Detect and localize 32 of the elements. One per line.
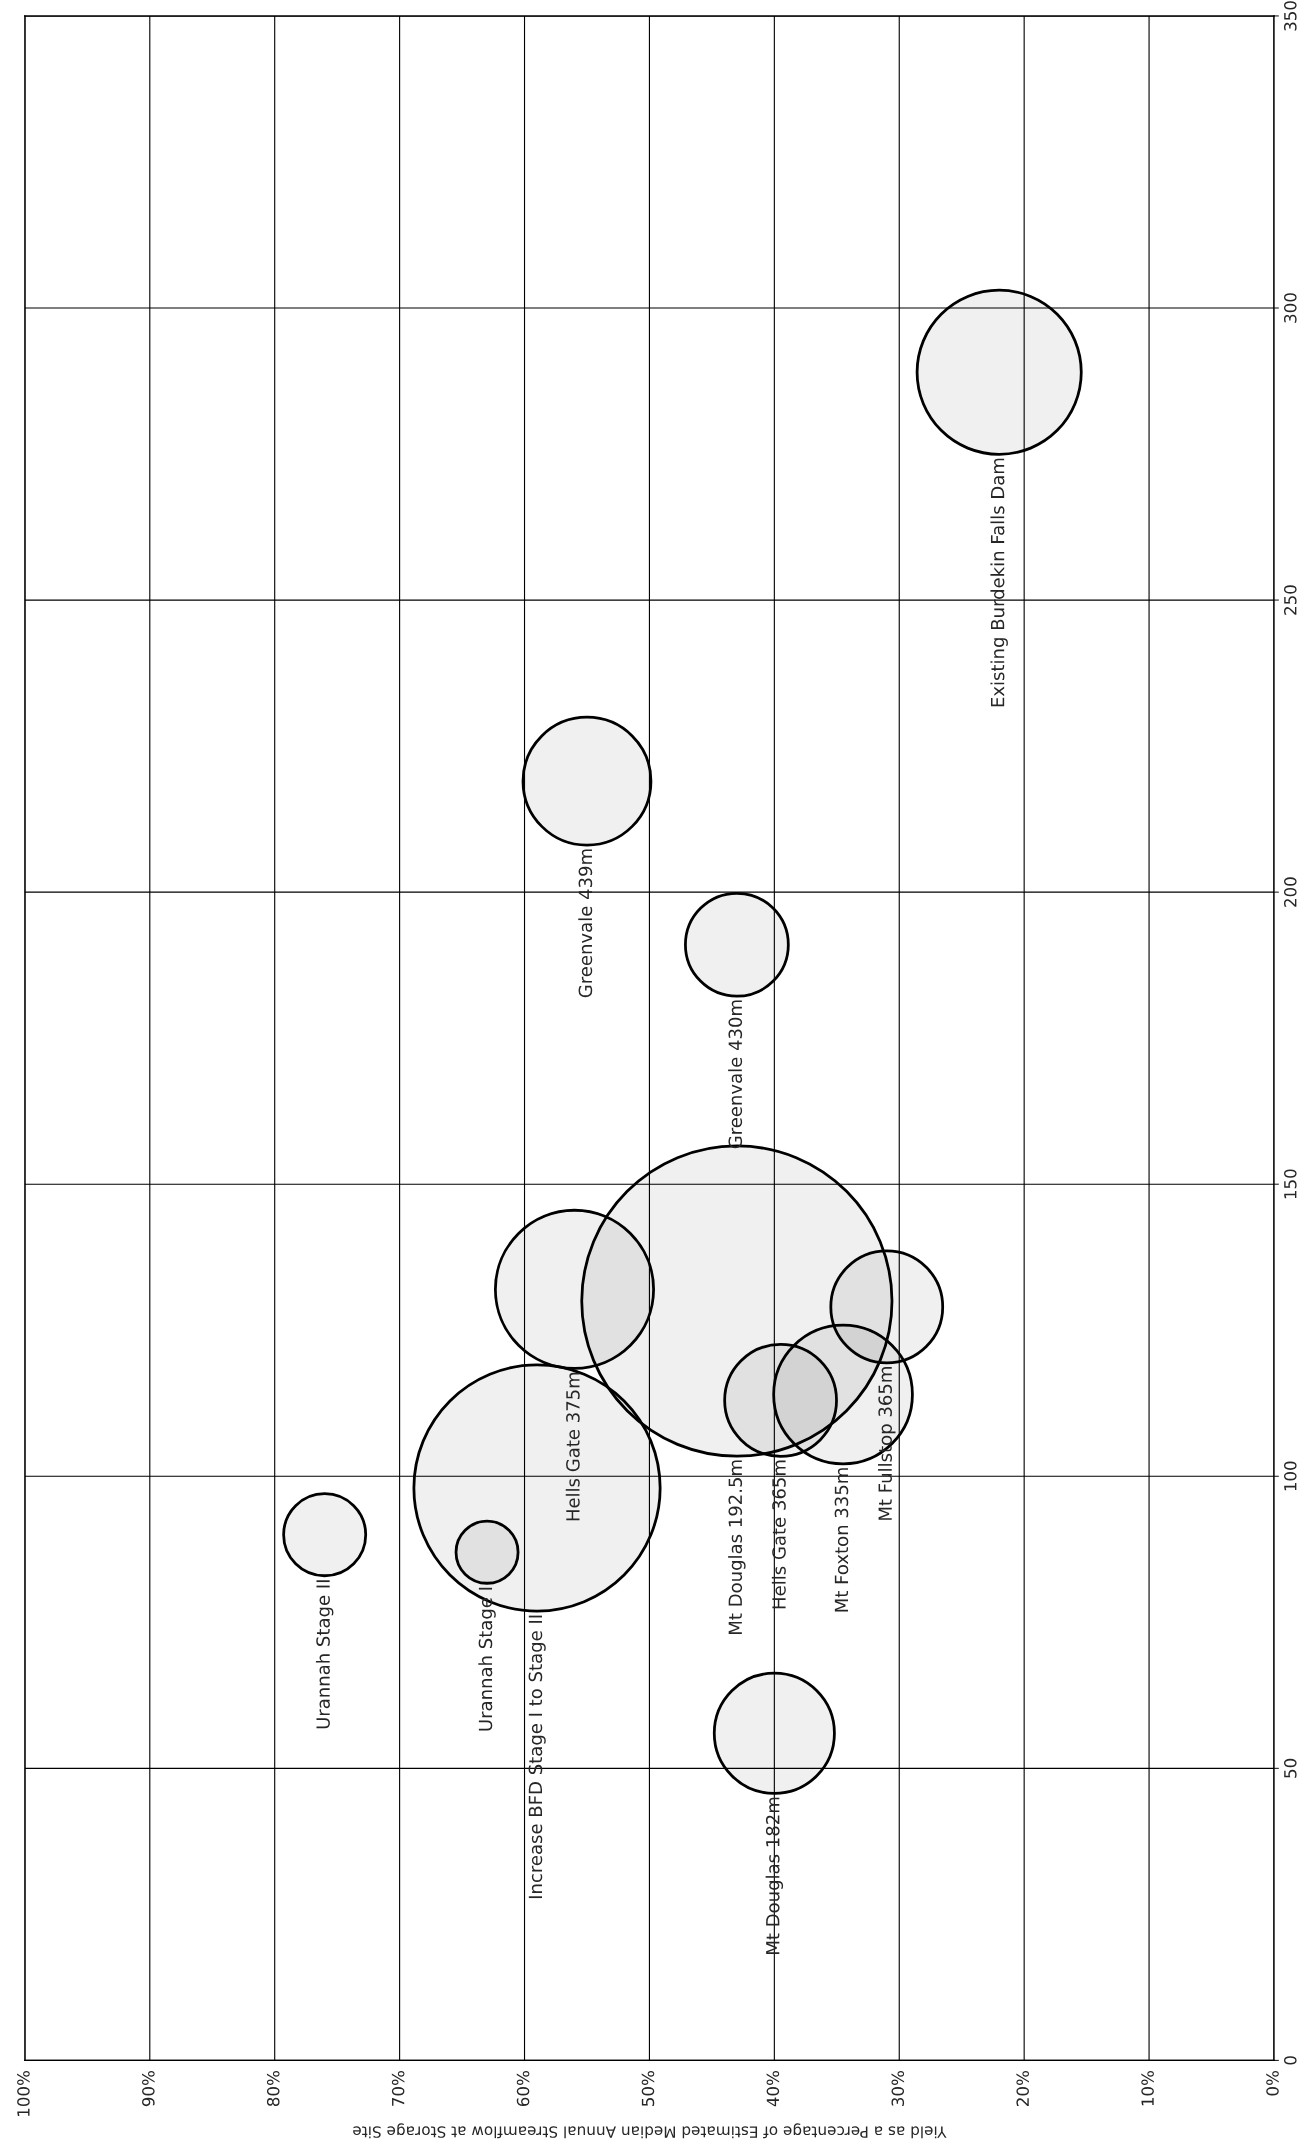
text: Mt Foxton 335m	[834, 1468, 849, 1612]
text: Hells Gate 365m	[771, 1460, 786, 1609]
text: Greenvale 439m	[578, 849, 593, 998]
y-tick-label: 50	[1283, 1758, 1297, 1778]
x-tick-label: 80%	[266, 2071, 280, 2107]
x-tick-label: 40%	[766, 2071, 780, 2107]
text: Urannah Stage II	[315, 1580, 334, 1729]
text: Mt Fullstop 365m	[878, 1367, 896, 1520]
x-tick-label: 50%	[641, 2071, 655, 2106]
x-tick-label: 70%	[391, 2071, 405, 2106]
x-tick-label: 100%	[17, 2071, 30, 2116]
text: Existing Burdekin Falls Dam	[990, 458, 1008, 707]
y-tick-label: 150	[1283, 1169, 1297, 1199]
y-tick-label: 0	[1283, 2056, 1297, 2065]
x-tick-label: 60%	[516, 2071, 530, 2107]
text: Greenvale 430m	[728, 1000, 743, 1149]
text: Mt Douglas 192.5m	[728, 1460, 746, 1634]
x-tick-label: 90%	[142, 2071, 155, 2107]
y-tick-label: 350	[1283, 1, 1297, 31]
x-tick-label: 30%	[891, 2071, 905, 2106]
y-tick-label: 100	[1283, 1461, 1297, 1491]
x-axis-title: Yield as a Percentage of Estimated Median Annual Streamflow at Storage Site	[353, 2123, 947, 2139]
text: Mt Douglas 182m	[765, 1797, 784, 1954]
y-tick-label: 200	[1283, 877, 1297, 907]
text: Hells Gate 375m	[565, 1372, 580, 1521]
text: Urannah Stage I	[478, 1587, 496, 1731]
x-tick-label: 10%	[1141, 2071, 1154, 2106]
x-tick-label: 20%	[1016, 2071, 1029, 2106]
x-tick-label: 0%	[1266, 2071, 1279, 2096]
text: Increase BFD Stage I to Stage II	[528, 1615, 546, 1899]
y-tick-label: 250	[1283, 585, 1297, 615]
y-tick-label: 300	[1283, 293, 1297, 323]
